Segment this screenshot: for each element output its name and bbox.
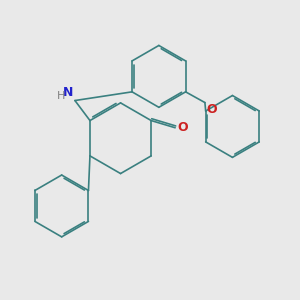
Text: H: H [57, 91, 65, 101]
Text: O: O [206, 103, 217, 116]
Text: O: O [177, 121, 188, 134]
Text: N: N [63, 86, 74, 99]
